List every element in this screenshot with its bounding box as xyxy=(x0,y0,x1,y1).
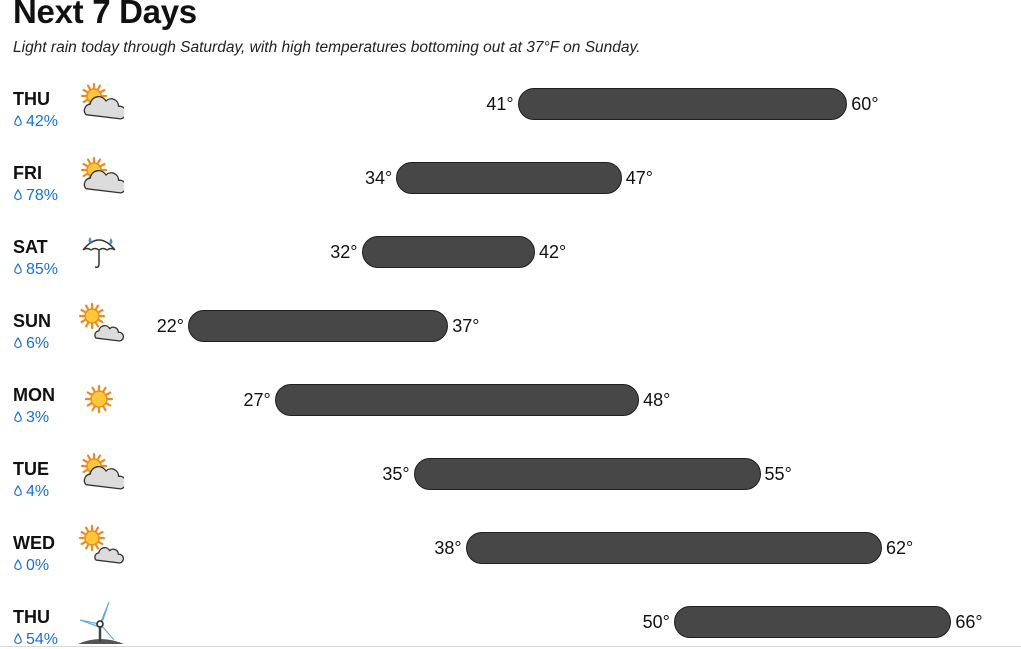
page-title: Next 7 Days xyxy=(13,0,197,30)
day-label: SAT xyxy=(13,237,48,257)
forecast-row: THU 42% 41° 60° xyxy=(0,82,1021,162)
raindrop-icon xyxy=(14,263,22,275)
partly-cloudy-icon xyxy=(78,450,127,496)
low-temp-label: 41° xyxy=(486,94,514,114)
raindrop-icon xyxy=(14,411,22,423)
temperature-range-bar xyxy=(517,88,848,120)
umbrella-rain-icon xyxy=(78,228,124,274)
precip-chance: 78% xyxy=(13,186,58,206)
day-label: WED xyxy=(13,533,55,553)
forecast-row: TUE 4% 35° 55° xyxy=(0,452,1021,532)
precip-chance: 42% xyxy=(13,112,58,132)
temperature-range-bar xyxy=(396,162,622,194)
low-temp-label: 32° xyxy=(330,242,358,262)
raindrop-icon xyxy=(14,189,22,201)
sun-small-cloud-icon xyxy=(78,302,125,348)
raindrop-icon xyxy=(14,115,22,127)
high-temp-label: 37° xyxy=(452,316,480,336)
raindrop-icon xyxy=(14,633,22,645)
raindrop-icon xyxy=(14,337,22,349)
high-temp-label: 55° xyxy=(764,464,792,484)
precip-value: 85% xyxy=(26,261,59,278)
day-label: FRI xyxy=(13,163,42,183)
precip-value: 6% xyxy=(26,335,50,352)
high-temp-label: 62° xyxy=(886,538,914,558)
low-temp-label: 35° xyxy=(382,464,410,484)
bottom-divider xyxy=(0,646,1021,647)
precip-chance: 54% xyxy=(13,630,58,649)
day-label: THU xyxy=(13,607,50,627)
low-temp-label: 34° xyxy=(364,168,393,188)
precip-chance: 4% xyxy=(13,482,49,502)
day-label: MON xyxy=(13,385,55,405)
low-temp-label: 50° xyxy=(642,612,670,632)
temperature-range-bar xyxy=(188,310,449,342)
precip-value: 54% xyxy=(26,631,59,648)
precip-value: 0% xyxy=(26,557,50,574)
low-temp-label: 27° xyxy=(243,390,271,410)
sun-small-cloud-icon xyxy=(78,524,125,570)
precip-value: 78% xyxy=(26,187,59,204)
precip-chance: 6% xyxy=(13,334,49,354)
high-temp-label: 42° xyxy=(539,242,567,262)
forecast-row: SAT 85% 32° 42° xyxy=(0,236,1021,310)
partly-cloudy-icon xyxy=(78,80,127,126)
forecast-row: FRI 78% 34° 47° xyxy=(0,156,1021,236)
forecast-row: THU 54% 50° 66° xyxy=(0,601,1021,649)
high-temp-label: 48° xyxy=(643,390,671,410)
precip-chance: 85% xyxy=(13,260,58,280)
low-temp-label: 22° xyxy=(156,316,184,336)
temperature-range-bar xyxy=(673,606,952,638)
temperature-range-bar xyxy=(465,532,882,564)
high-temp-label: 60° xyxy=(851,94,879,114)
raindrop-icon xyxy=(14,485,22,497)
temperature-range-bar xyxy=(361,236,535,268)
forecast-row: WED 0% 38° 62° xyxy=(0,524,1021,606)
partly-cloudy-icon xyxy=(78,154,127,200)
forecast-row: MON 3% 27° 48° xyxy=(0,384,1021,458)
day-label: TUE xyxy=(13,459,49,479)
precip-chance: 3% xyxy=(13,408,49,428)
forecast-summary: Light rain today through Saturday, with … xyxy=(13,39,641,56)
temperature-range-bar xyxy=(413,458,761,490)
day-label: THU xyxy=(13,89,50,109)
precip-value: 3% xyxy=(26,409,50,426)
high-temp-label: 66° xyxy=(955,612,983,632)
precip-chance: 0% xyxy=(13,556,49,576)
sun-icon xyxy=(78,376,124,422)
forecast-row: SUN 6% 22° 37° xyxy=(0,302,1021,384)
temperature-range-bar xyxy=(274,384,640,416)
high-temp-label: 47° xyxy=(625,168,653,188)
low-temp-label: 38° xyxy=(434,538,462,558)
precip-value: 4% xyxy=(26,483,50,500)
day-label: SUN xyxy=(13,311,52,331)
precip-value: 42% xyxy=(26,113,59,130)
wind-turbine-icon xyxy=(78,598,124,644)
raindrop-icon xyxy=(14,559,22,571)
